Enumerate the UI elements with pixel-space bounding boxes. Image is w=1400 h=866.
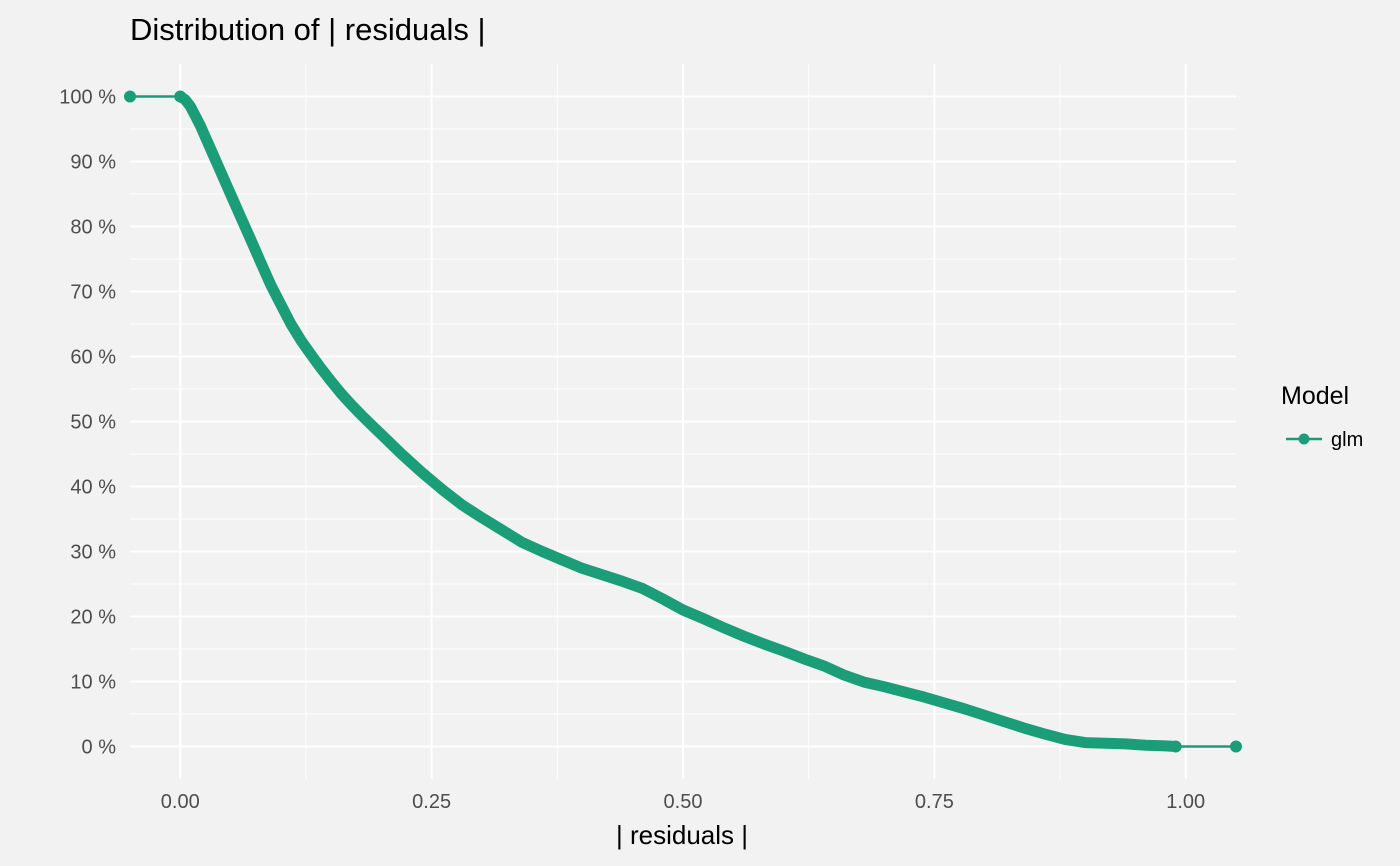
legend-key-point <box>1298 433 1310 445</box>
legend: Model glm <box>1281 382 1363 451</box>
series-layer <box>124 90 1242 753</box>
x-axis-title: | residuals | <box>616 820 748 850</box>
x-tick-label: 0.50 <box>664 791 703 813</box>
series-point <box>124 90 136 103</box>
y-tick-label: 90 % <box>70 152 116 174</box>
y-tick-label: 10 % <box>70 672 116 694</box>
y-tick-label: 70 % <box>70 282 116 304</box>
y-tick-label: 30 % <box>70 542 116 564</box>
y-tick-label: 0 % <box>82 737 117 759</box>
series-line-glm <box>174 91 1182 752</box>
y-tick-label: 100 % <box>59 87 116 109</box>
series-point <box>1169 740 1182 753</box>
y-tick-label: 50 % <box>70 412 116 434</box>
legend-title: Model <box>1281 382 1349 410</box>
x-tick-label: 0.25 <box>412 791 451 813</box>
series-point <box>1230 740 1242 753</box>
chart-title: Distribution of | residuals | <box>130 12 486 47</box>
y-axis-ticks: 0 % 10 % 20 % 30 % 40 % 50 % 60 % 70 % 80 % 90 % 1… <box>59 87 116 759</box>
x-axis-ticks: 0.00 0.25 0.50 0.75 1.00 <box>161 791 1205 813</box>
y-tick-label: 40 % <box>70 477 116 499</box>
x-tick-label: 0.75 <box>915 791 954 813</box>
y-tick-label: 20 % <box>70 607 116 629</box>
legend-label-glm: glm <box>1331 429 1363 451</box>
y-tick-label: 60 % <box>70 347 116 369</box>
y-tick-label: 80 % <box>70 217 116 239</box>
series-point <box>174 90 187 103</box>
x-tick-label: 0.00 <box>161 791 200 813</box>
major-gridlines <box>130 64 1236 779</box>
x-tick-label: 1.00 <box>1166 791 1205 813</box>
